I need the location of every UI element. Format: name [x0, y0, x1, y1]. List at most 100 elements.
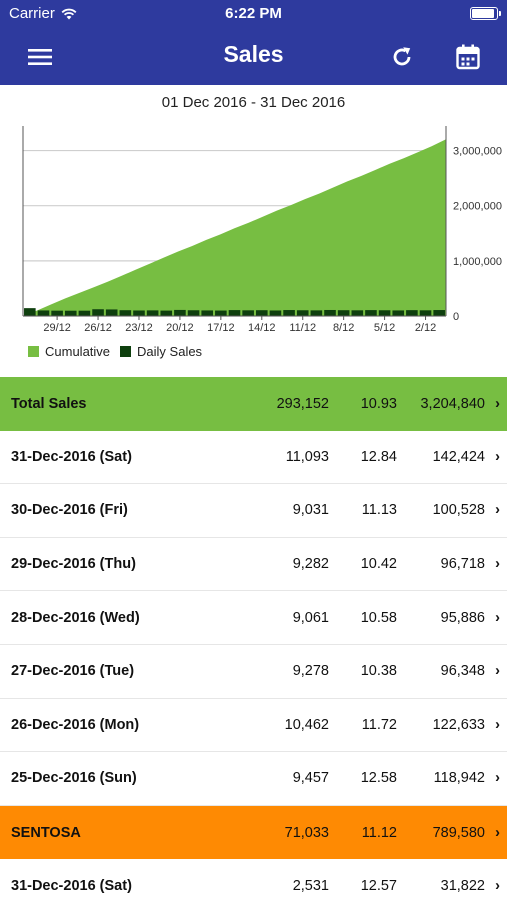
bar-daily-sales: [337, 310, 350, 316]
table-row[interactable]: 29-Dec-2016 (Thu) 9,282 10.42 96,718 ›: [0, 538, 507, 592]
legend-swatch-cumulative: [28, 346, 39, 357]
chevron-right-icon: ›: [495, 502, 500, 519]
row-label: Total Sales: [11, 395, 87, 412]
row-total: 96,718: [440, 556, 485, 573]
chart-legend: Cumulative Daily Sales: [28, 344, 202, 359]
row-total: 122,633: [432, 716, 485, 733]
row-average: 11.12: [361, 824, 397, 841]
table-row[interactable]: 30-Dec-2016 (Fri) 9,031 11.13 100,528 ›: [0, 484, 507, 538]
bar-daily-sales: [406, 310, 418, 316]
bar-daily-sales: [419, 310, 432, 316]
bar-daily-sales: [324, 309, 336, 316]
legend-item-cumulative: Cumulative: [28, 344, 110, 359]
calendar-icon: [456, 44, 480, 70]
row-quantity: 11,093: [285, 448, 329, 465]
refresh-button[interactable]: [385, 40, 419, 74]
table-row[interactable]: 27-Dec-2016 (Tue) 9,278 10.38 96,348 ›: [0, 645, 507, 699]
x-tick-label: 14/12: [248, 322, 276, 334]
row-total: 31,822: [440, 877, 485, 894]
table-row[interactable]: 31-Dec-2016 (Sat) 2,531 12.57 31,822 ›: [0, 859, 507, 900]
row-average: 12.58: [360, 770, 397, 787]
row-average: 11.72: [361, 716, 397, 733]
menu-button[interactable]: [23, 40, 57, 74]
bar-daily-sales: [64, 310, 77, 316]
x-tick-label: 29/12: [43, 322, 71, 334]
row-average: 10.58: [360, 609, 397, 626]
x-tick-label: 20/12: [166, 322, 194, 334]
bar-daily-sales: [51, 310, 63, 316]
chevron-right-icon: ›: [495, 395, 500, 412]
row-total: 96,348: [440, 663, 485, 680]
row-quantity: 293,152: [276, 395, 329, 412]
row-total: 3,204,840: [420, 395, 485, 412]
legend-item-daily: Daily Sales: [120, 344, 202, 359]
row-total: 118,942: [433, 770, 485, 787]
bar-daily-sales: [242, 310, 254, 316]
row-quantity: 9,282: [292, 556, 329, 573]
legend-swatch-daily: [120, 346, 132, 357]
row-label: 26-Dec-2016 (Mon): [11, 716, 140, 733]
row-label: 29-Dec-2016 (Thu): [11, 556, 136, 573]
sales-list: Total Sales 293,152 10.93 3,204,840 › 31…: [0, 377, 507, 900]
carrier-indicator: Carrier: [9, 5, 77, 22]
y-tick-label: 2,000,000: [453, 201, 502, 213]
table-row[interactable]: 28-Dec-2016 (Wed) 9,061 10.58 95,886 ›: [0, 591, 507, 645]
bar-daily-sales: [119, 310, 132, 316]
x-tick-label: 8/12: [333, 322, 354, 334]
carrier-label: Carrier: [9, 5, 55, 22]
row-quantity: 9,031: [292, 502, 329, 519]
x-tick-label: 11/12: [289, 322, 316, 334]
bar-daily-sales: [92, 309, 104, 316]
page-title: Sales: [223, 41, 284, 67]
table-row[interactable]: 31-Dec-2016 (Sat) 11,093 12.84 142,424 ›: [0, 431, 507, 485]
legend-label-cumulative: Cumulative: [45, 344, 111, 359]
bar-daily-sales: [351, 310, 364, 316]
x-tick-label: 17/12: [207, 322, 235, 334]
row-total: 142,424: [432, 448, 485, 465]
bar-daily-sales: [392, 310, 405, 316]
bar-daily-sales: [105, 309, 118, 316]
wifi-icon: [61, 8, 77, 19]
calendar-button[interactable]: [451, 40, 485, 74]
bar-daily-sales: [378, 310, 391, 316]
chevron-right-icon: ›: [495, 663, 500, 680]
bar-daily-sales: [187, 310, 200, 316]
row-quantity: 9,457: [292, 770, 329, 787]
total-sales-row[interactable]: Total Sales 293,152 10.93 3,204,840 ›: [0, 377, 507, 431]
chevron-right-icon: ›: [495, 770, 500, 787]
row-quantity: 9,278: [292, 663, 329, 680]
bar-daily-sales: [365, 310, 377, 316]
row-label: 31-Dec-2016 (Sat): [11, 448, 132, 465]
bar-daily-sales: [146, 310, 159, 316]
chevron-right-icon: ›: [495, 556, 500, 573]
bar-daily-sales: [283, 310, 295, 316]
chevron-right-icon: ›: [495, 448, 500, 465]
date-range-label: 01 Dec 2016 - 31 Dec 2016: [161, 94, 346, 111]
x-tick-label: 26/12: [84, 322, 112, 334]
bar-daily-sales: [133, 310, 145, 316]
y-tick-label: 3,000,000: [453, 146, 502, 158]
row-label: SENTOSA: [11, 824, 81, 841]
hamburger-icon: [28, 49, 52, 65]
row-average: 11.13: [361, 502, 397, 519]
store-group-row-sentosa[interactable]: SENTOSA 71,033 11.12 789,580 ›: [0, 805, 507, 860]
row-label: 31-Dec-2016 (Sat): [11, 877, 132, 894]
refresh-icon: [393, 47, 411, 66]
table-row[interactable]: 26-Dec-2016 (Mon) 10,462 11.72 122,633 ›: [0, 699, 507, 753]
chevron-right-icon: ›: [495, 716, 500, 733]
row-quantity: 9,061: [292, 609, 329, 626]
sales-chart: 3,000,000 2,000,000 1,000,000 0 29/12 26/12 23…: [0, 120, 507, 370]
bar-daily-sales: [433, 310, 445, 316]
row-label: 28-Dec-2016 (Wed): [11, 609, 140, 626]
chevron-right-icon: ›: [495, 609, 500, 626]
sales-chart-svg: 3,000,000 2,000,000 1,000,000 0 29/12 26/12 23…: [22, 126, 502, 334]
row-total: 100,528: [432, 502, 485, 519]
row-label: 27-Dec-2016 (Tue): [11, 663, 135, 680]
bar-daily-sales: [160, 310, 173, 316]
row-average: 12.84: [360, 448, 397, 465]
bar-daily-sales: [255, 310, 268, 316]
bar-daily-sales: [78, 310, 91, 316]
row-quantity: 2,531: [292, 877, 329, 894]
table-row[interactable]: 25-Dec-2016 (Sun) 9,457 12.58 118,942 ›: [0, 752, 507, 806]
bar-daily-sales: [24, 308, 36, 316]
